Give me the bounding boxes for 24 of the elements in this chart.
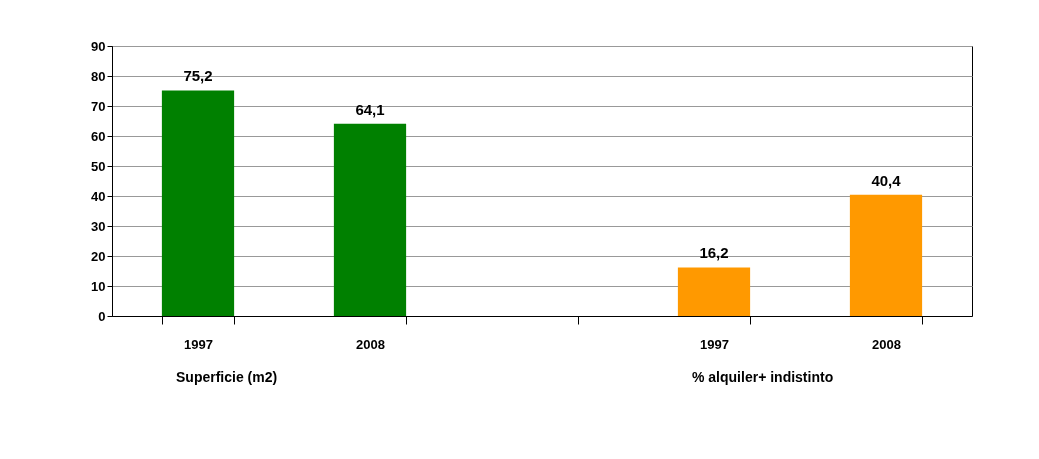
bar (161, 90, 235, 316)
bar (849, 194, 923, 316)
x-tick-label: 2008 (356, 336, 385, 352)
y-tick-label: 60 (91, 128, 106, 144)
y-tick-label: 0 (98, 308, 106, 324)
data-label: 40,4 (871, 171, 902, 189)
x-tick-label: 1997 (700, 336, 729, 352)
text: % alquiler+ indistinto (692, 369, 834, 385)
y-tick-label: 20 (91, 248, 106, 264)
y-tick-label: 90 (91, 38, 106, 54)
y-tick-label: 30 (91, 218, 106, 234)
y-tick-label: 70 (91, 98, 106, 114)
y-tick-label: 80 (91, 68, 106, 84)
y-tick-label: 10 (91, 278, 106, 294)
y-tick-label: 50 (91, 158, 106, 174)
data-label: 64,1 (355, 100, 385, 118)
data-label: 16,2 (699, 244, 729, 262)
y-tick-label: 40 (91, 188, 106, 204)
data-label: 75,2 (183, 67, 213, 85)
x-tick-label: 2008 (872, 336, 901, 352)
bar (333, 123, 407, 316)
text: Superficie (m2) (176, 369, 278, 385)
x-tick-label: 1997 (184, 336, 213, 352)
bar (677, 267, 751, 316)
